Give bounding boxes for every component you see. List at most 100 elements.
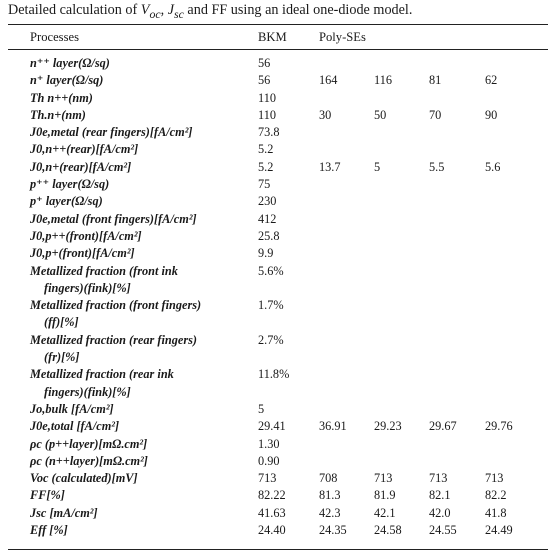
cell-bkm: 230 bbox=[258, 194, 277, 209]
cell-bkm: 5.6% bbox=[258, 263, 284, 278]
row-label: Eff [%] bbox=[30, 523, 68, 538]
table-caption: Detailed calculation of Voc, Jsc and FF … bbox=[8, 2, 413, 21]
cell-poly-se-3: 81 bbox=[429, 73, 442, 88]
cell-poly-se-1: 24.35 bbox=[319, 523, 347, 538]
table-row: Th n++(nm) 110 bbox=[0, 90, 553, 107]
row-label: n⁺⁺ layer(Ω/sq) bbox=[30, 56, 110, 70]
table-row: J0e,metal (rear fingers)[fA/cm²] 73.8 bbox=[0, 124, 553, 141]
row-label: Jsc [mA/cm²] bbox=[30, 505, 98, 520]
cell-bkm: 110 bbox=[258, 90, 276, 105]
table-row: ρc (p++layer)[mΩ.cm²] 1.30 bbox=[0, 436, 553, 453]
table-row: Jsc [mA/cm²] 41.63 42.3 42.1 42.0 41.8 bbox=[0, 505, 553, 522]
cell-poly-se-1: 36.91 bbox=[319, 419, 347, 434]
cell-poly-se-2: 24.58 bbox=[374, 523, 402, 538]
row-label: J0,p+(front)[fA/cm²] bbox=[30, 246, 135, 261]
row-label: FF[%] bbox=[30, 488, 65, 503]
cell-bkm: 412 bbox=[258, 211, 277, 226]
row-label: Metallized fraction (rear fingers) (fr)[%… bbox=[30, 332, 242, 367]
cell-bkm: 9.9 bbox=[258, 246, 274, 261]
cell-bkm: 29.41 bbox=[258, 419, 286, 434]
table-row: n⁺⁺ layer(Ω/sq) 56 bbox=[0, 55, 553, 72]
table-row: p⁺ layer(Ω/sq) 230 bbox=[0, 193, 553, 210]
row-label-line1: Metallized fraction (front ink bbox=[30, 263, 178, 278]
cell-poly-se-1: 81.3 bbox=[319, 488, 341, 503]
cell-bkm: 0.90 bbox=[258, 453, 280, 468]
cell-bkm: 1.30 bbox=[258, 436, 280, 451]
row-label: J0e,metal (front fingers)[fA/cm²] bbox=[30, 211, 197, 226]
table-row: Eff [%] 24.40 24.35 24.58 24.55 24.49 bbox=[0, 522, 553, 539]
cell-poly-se-4: 24.49 bbox=[485, 523, 513, 538]
table-row: Metallized fraction (front ink fingers)(f… bbox=[0, 263, 553, 298]
cell-bkm: 56 bbox=[258, 73, 271, 88]
row-label-line2: fingers)(fink)[%] bbox=[44, 280, 131, 295]
cell-poly-se-2: 42.1 bbox=[374, 505, 396, 520]
cell-bkm: 110 bbox=[258, 107, 276, 122]
cell-bkm: 41.63 bbox=[258, 505, 286, 520]
row-label: Metallized fraction (rear ink fingers)(fi… bbox=[30, 366, 242, 401]
table-row: Metallized fraction (rear ink fingers)(fi… bbox=[0, 366, 553, 401]
row-label: p⁺ layer(Ω/sq) bbox=[30, 194, 103, 209]
cell-bkm: 11.8% bbox=[258, 367, 290, 382]
header-rule bbox=[8, 49, 548, 50]
cell-poly-se-1: 42.3 bbox=[319, 505, 341, 520]
cell-poly-se-2: 81.9 bbox=[374, 488, 396, 503]
cell-poly-se-4: 41.8 bbox=[485, 505, 507, 520]
row-label: Jo,bulk [fA/cm²] bbox=[30, 401, 114, 416]
row-label: ρc (n++layer)[mΩ.cm²] bbox=[30, 453, 148, 468]
bottom-rule bbox=[8, 549, 548, 551]
cell-poly-se-1: 13.7 bbox=[319, 159, 341, 174]
cell-poly-se-3: 42.0 bbox=[429, 505, 451, 520]
cell-bkm: 82.22 bbox=[258, 488, 286, 503]
row-label: Metallized fraction (front fingers) (ff)[… bbox=[30, 297, 242, 332]
table-row: J0,n++(rear)[fA/cm²] 5.2 bbox=[0, 141, 553, 158]
cell-bkm: 1.7% bbox=[258, 298, 284, 313]
cell-poly-se-2: 116 bbox=[374, 73, 392, 88]
row-label-line1: Metallized fraction (rear fingers) bbox=[30, 332, 198, 347]
table-row: J0,p++(front)[fA/cm²] 25.8 bbox=[0, 228, 553, 245]
cell-poly-se-3: 24.55 bbox=[429, 523, 457, 538]
cell-poly-se-4: 713 bbox=[485, 471, 504, 486]
row-label-line2: fingers)(fink)[%] bbox=[44, 384, 131, 399]
cell-poly-se-2: 29.23 bbox=[374, 419, 402, 434]
top-rule bbox=[8, 24, 548, 26]
header-processes: Processes bbox=[30, 30, 79, 44]
cell-bkm: 73.8 bbox=[258, 125, 280, 140]
header-poly-ses: Poly-SEs bbox=[319, 30, 366, 44]
row-label: Th n++(nm) bbox=[30, 90, 93, 105]
cell-poly-se-2: 50 bbox=[374, 107, 387, 122]
cell-poly-se-3: 5.5 bbox=[429, 159, 445, 174]
row-label: Metallized fraction (front ink fingers)(f… bbox=[30, 263, 242, 298]
table-row: Voc (calculated)[mV] 713 708 713 713 713 bbox=[0, 470, 553, 487]
table-row: ρc (n++layer)[mΩ.cm²] 0.90 bbox=[0, 453, 553, 470]
table-row: n⁺ layer(Ω/sq) 56 164 116 81 62 bbox=[0, 72, 553, 89]
table-row: p⁺⁺ layer(Ω/sq) 75 bbox=[0, 176, 553, 193]
row-label: p⁺⁺ layer(Ω/sq) bbox=[30, 177, 110, 192]
row-label: n⁺ layer(Ω/sq) bbox=[30, 73, 104, 88]
table-row: J0,n+(rear)[fA/cm²] 5.2 13.7 5 5.5 5.6 bbox=[0, 159, 553, 176]
cell-bkm: 5 bbox=[258, 401, 265, 416]
cell-poly-se-1: 30 bbox=[319, 107, 332, 122]
row-label-line1: Metallized fraction (rear ink bbox=[30, 367, 174, 382]
row-label-line2: (ff)[%] bbox=[44, 315, 79, 330]
cell-poly-se-3: 713 bbox=[429, 471, 448, 486]
table-row: FF[%] 82.22 81.3 81.9 82.1 82.2 bbox=[0, 487, 553, 504]
row-label-line1: Metallized fraction (front fingers) bbox=[30, 298, 202, 313]
cell-poly-se-1: 164 bbox=[319, 73, 338, 88]
row-label: J0,n++(rear)[fA/cm²] bbox=[30, 142, 139, 157]
table-row: Th.n+(nm) 110 30 50 70 90 bbox=[0, 107, 553, 124]
cell-poly-se-3: 29.67 bbox=[429, 419, 457, 434]
cell-poly-se-4: 82.2 bbox=[485, 488, 507, 503]
table-row: J0,p+(front)[fA/cm²] 9.9 bbox=[0, 245, 553, 262]
row-label: J0,n+(rear)[fA/cm²] bbox=[30, 159, 132, 174]
table-row: J0e,metal (front fingers)[fA/cm²] 412 bbox=[0, 211, 553, 228]
cell-poly-se-1: 708 bbox=[319, 471, 338, 486]
row-label: ρc (p++layer)[mΩ.cm²] bbox=[30, 436, 148, 451]
row-label: J0e,total [fA/cm²] bbox=[30, 419, 120, 434]
row-label: Th.n+(nm) bbox=[30, 107, 86, 122]
cell-poly-se-2: 713 bbox=[374, 471, 393, 486]
row-label-line2: (fr)[%] bbox=[44, 350, 80, 365]
table-row: J0e,total [fA/cm²] 29.41 36.91 29.23 29.67 29… bbox=[0, 418, 553, 435]
cell-poly-se-4: 29.76 bbox=[485, 419, 513, 434]
cell-poly-se-3: 82.1 bbox=[429, 488, 451, 503]
cell-poly-se-2: 5 bbox=[374, 159, 381, 174]
